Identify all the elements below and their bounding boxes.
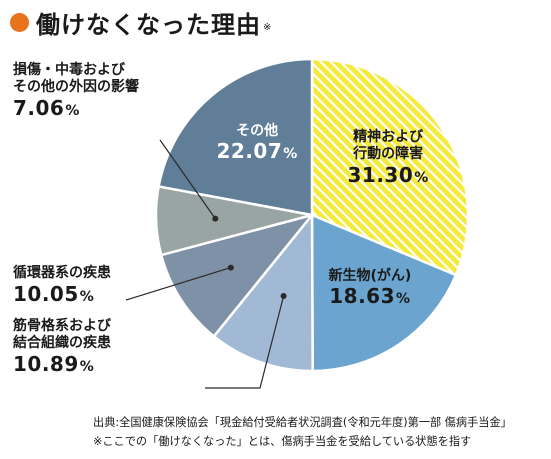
leader-line-circulatory (125, 267, 231, 301)
slice-value: 10.89% (13, 351, 95, 376)
slice-value: 31.30% (347, 162, 429, 187)
label-circulatory: 循環器系の疾患 10.05% (13, 265, 111, 306)
definition-note: ※ここでの「働けなくなった」とは、傷病手当金を受給している状態を指す (93, 435, 472, 448)
chart-title: 働けなくなった理由 (36, 10, 261, 39)
slice-value: 18.63% (329, 284, 411, 309)
label-musculoskeletal: 筋骨格系および 結合組織の疾患 10.89% (13, 318, 111, 376)
leader-line-musculoskeletal (205, 295, 285, 389)
slice-value: 10.05% (13, 281, 95, 306)
title-bullet-icon (10, 12, 29, 32)
slice-name: 循環器系の疾患 (13, 265, 111, 281)
slice-musculoskeletal (212, 213, 314, 373)
title-row: 働けなくなった理由 ※ (10, 6, 272, 39)
label-injury: 損傷・中毒および その他の外因の影響 7.06% (13, 62, 139, 120)
label-neoplasm: 新生物(がん) 18.63% (329, 268, 412, 309)
slice-value: 22.07% (216, 139, 298, 164)
leader-dot-musculoskeletal (280, 293, 287, 299)
leader-lines (125, 139, 287, 389)
slice-name: 精神および (353, 129, 424, 145)
leader-dot-injury (212, 215, 219, 222)
slice-value: 7.06% (13, 95, 80, 120)
title-note-mark: ※ (263, 22, 272, 33)
slice-name: 結合組織の疾患 (13, 334, 111, 351)
slice-name: 筋骨格系および (13, 318, 111, 334)
slice-name: その他の外因の影響 (13, 78, 139, 95)
source-line: 出典:全国健康保険協会「現金給付受給者状況調査(令和元年度)第一部 傷病手当金」 (93, 416, 512, 429)
slice-name: 新生物(がん) (328, 267, 412, 284)
pie-slices (154, 57, 470, 373)
slice-neoplasm (310, 213, 458, 373)
label-other: その他 22.07% (217, 123, 298, 164)
leader-dot-circulatory (227, 264, 234, 271)
slice-name: その他 (236, 122, 279, 139)
slice-mental-disorder (310, 57, 470, 277)
source-note: 出典:全国健康保険協会「現金給付受給者状況調査(令和元年度)第一部 傷病手当金」… (93, 413, 512, 451)
slice-name: 損傷・中毒および (13, 62, 125, 78)
label-mental-disorder: 精神および 行動の障害 31.30% (348, 129, 429, 187)
slice-other (157, 57, 314, 217)
slice-name: 行動の障害 (353, 145, 424, 162)
leader-line-injury (159, 139, 216, 219)
